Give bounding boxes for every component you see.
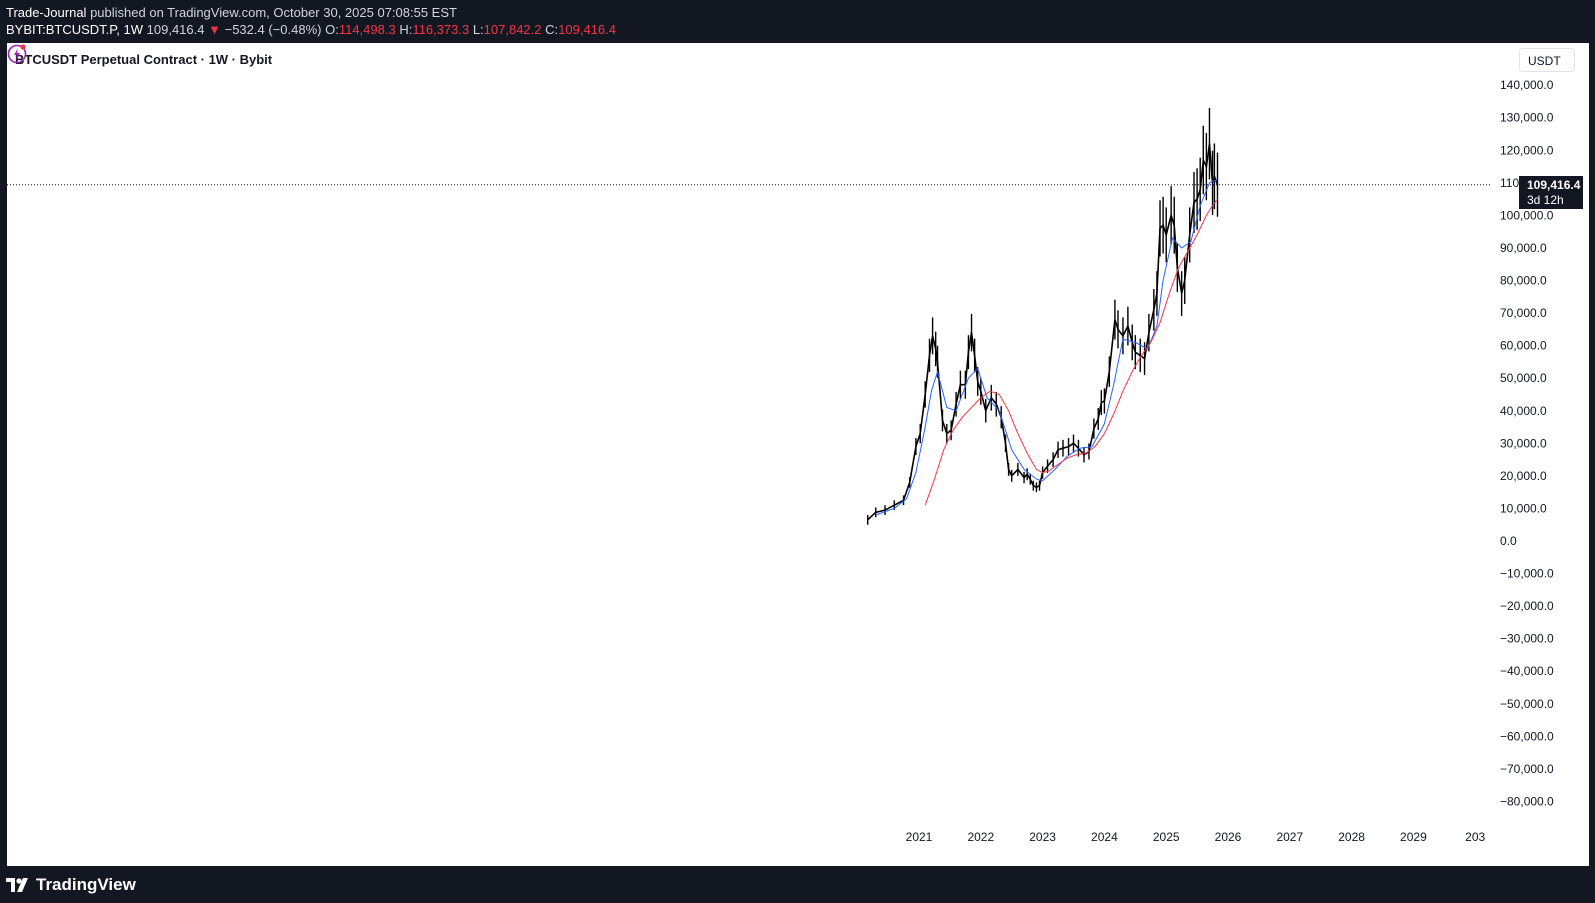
publish-info: Trade-Journal published on TradingView.c…	[6, 5, 457, 20]
y-tick-label: 50,000.0	[1500, 371, 1547, 385]
y-tick-label: −60,000.0	[1500, 729, 1554, 743]
y-tick-label: −30,000.0	[1500, 632, 1554, 646]
down-arrow-icon: ▼	[208, 22, 221, 37]
open-label: O:	[325, 22, 339, 37]
y-tick-label: −70,000.0	[1500, 762, 1554, 776]
close-label: C:	[545, 22, 559, 37]
close-value: 109,416.4	[558, 22, 616, 37]
last-price: 109,416.4	[146, 22, 205, 37]
fast-moving-average-line	[875, 179, 1218, 516]
x-tick-label: 2029	[1400, 830, 1427, 844]
high-label: H:	[399, 22, 413, 37]
x-tick-label: 203	[1465, 830, 1485, 844]
x-tick-label: 2021	[906, 830, 933, 844]
y-tick-label: 100,000.0	[1500, 208, 1554, 222]
low-value: 107,842.2	[483, 22, 542, 37]
price-chart[interactable]: 140,000.0130,000.0120,000.0110,000.0100,…	[7, 43, 1589, 866]
currency-unit-button[interactable]: USDT	[1519, 48, 1575, 72]
y-tick-label: 70,000.0	[1500, 306, 1547, 320]
chart-panel[interactable]: 140,000.0130,000.0120,000.0110,000.0100,…	[7, 43, 1589, 866]
publish-date: published on TradingView.com, October 30…	[90, 5, 457, 20]
x-tick-label: 2022	[967, 830, 994, 844]
y-tick-label: −10,000.0	[1500, 567, 1554, 581]
y-tick-label: 30,000.0	[1500, 436, 1547, 450]
tradingview-logo[interactable]: TradingView	[6, 875, 136, 895]
x-tick-label: 2027	[1276, 830, 1303, 844]
low-label: L:	[472, 22, 484, 37]
y-tick-label: −50,000.0	[1500, 697, 1554, 711]
chart-title: BTCUSDT Perpetual Contract · 1W · Bybit	[15, 52, 273, 67]
flash-icon[interactable]	[7, 43, 29, 65]
y-tick-label: 40,000.0	[1500, 404, 1547, 418]
x-tick-label: 2023	[1029, 830, 1056, 844]
y-tick-label: 60,000.0	[1500, 339, 1547, 353]
badge-countdown: 3d 12h	[1527, 193, 1564, 207]
x-tick-label: 2026	[1215, 830, 1242, 844]
y-tick-label: 20,000.0	[1500, 469, 1547, 483]
y-tick-label: 140,000.0	[1500, 78, 1554, 92]
tradingview-icon	[6, 878, 28, 892]
symbol-legend: BYBIT:BTCUSDT.P, 1W 109,416.4 ▼ −532.4 (…	[6, 22, 616, 37]
x-tick-label: 2024	[1091, 830, 1118, 844]
last-price-badge: 109,416.4 3d 12h	[1519, 176, 1583, 209]
slow-moving-average-line	[924, 198, 1218, 506]
author-name[interactable]: Trade-Journal	[6, 5, 87, 20]
badge-price: 109,416.4	[1527, 178, 1581, 192]
x-tick-label: 2025	[1153, 830, 1180, 844]
x-tick-label: 2028	[1338, 830, 1365, 844]
y-tick-label: −80,000.0	[1500, 794, 1554, 808]
y-tick-label: 80,000.0	[1500, 274, 1547, 288]
price-change: −532.4 (−0.48%)	[224, 22, 322, 37]
high-value: 116,373.3	[412, 22, 470, 37]
symbol-name: BYBIT:BTCUSDT.P, 1W	[6, 22, 144, 37]
price-series-line	[867, 143, 1219, 521]
open-value: 114,498.3	[338, 22, 396, 37]
y-tick-label: −40,000.0	[1500, 664, 1554, 678]
y-tick-label: −20,000.0	[1500, 599, 1554, 613]
y-tick-label: 130,000.0	[1500, 111, 1554, 125]
brand-name: TradingView	[36, 875, 136, 894]
y-tick-label: 90,000.0	[1500, 241, 1547, 255]
y-tick-label: 0.0	[1500, 534, 1517, 548]
y-tick-label: 10,000.0	[1500, 501, 1547, 515]
y-tick-label: 120,000.0	[1500, 143, 1554, 157]
